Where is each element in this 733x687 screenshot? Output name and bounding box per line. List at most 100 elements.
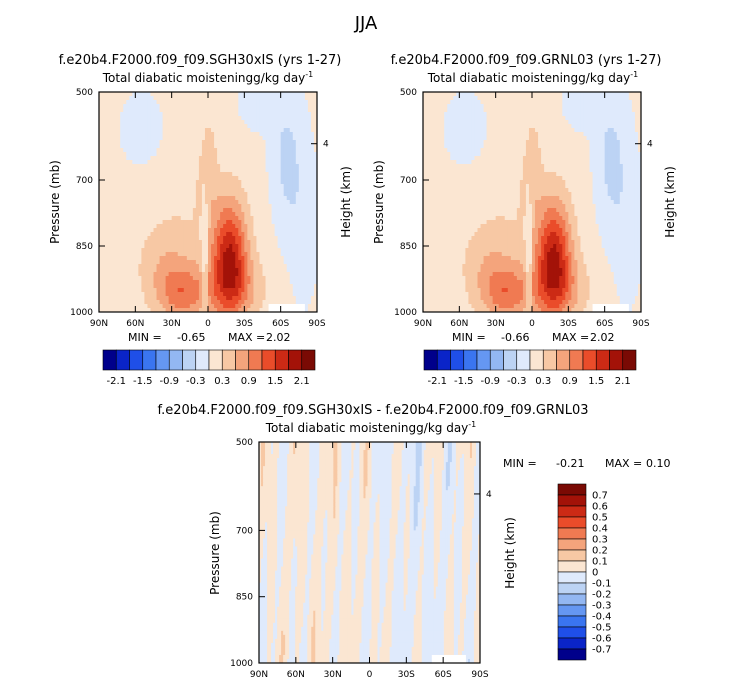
heatmap-cell [295,268,300,273]
heatmap-cell [637,124,642,129]
heatmap-cell [304,100,309,105]
heatmap-cell [168,192,173,197]
heatmap-cell [165,276,170,281]
heatmap-cell [138,204,142,209]
heatmap-cell [271,160,276,165]
heatmap-cell [280,296,285,301]
heatmap-cell [280,220,285,225]
heatmap-cell [538,104,542,109]
heatmap-cell [117,136,121,141]
heatmap-cell [162,156,167,161]
heatmap-cell [483,116,488,121]
heatmap-cell [289,164,294,169]
heatmap-cell [226,308,230,313]
heatmap-cell [241,244,245,249]
heatmap-cell [111,172,115,177]
heatmap-cell [516,112,521,117]
heatmap-cell [298,236,303,241]
heatmap-cell [253,132,257,137]
panel-a-colorbar: -2.1 -1.5 -0.9 -0.3 0.3 0.9 1.5 2.1 [102,349,316,387]
heatmap-cell [271,188,276,193]
heatmap-cell [238,136,242,141]
heatmap-cell [489,116,494,121]
heatmap-cell [283,192,288,197]
heatmap-cell [271,292,276,297]
heatmap-cell [99,144,103,149]
heatmap-cell [126,184,130,189]
heatmap-cell [504,124,509,129]
heatmap-cell [265,176,270,181]
heatmap-cell [304,220,309,225]
heatmap-cell [495,124,500,129]
heatmap-cell [214,284,218,289]
heatmap-cell [165,284,170,289]
heatmap-cell [232,216,236,221]
heatmap-cell [589,132,594,137]
heatmap-cell [183,96,188,101]
heatmap-cell [177,304,182,309]
heatmap-cell [298,152,303,157]
heatmap-cell [459,96,463,101]
heatmap-cell [126,116,130,121]
heatmap-cell [265,220,270,225]
heatmap-cell [102,168,106,173]
heatmap-cell [153,120,158,125]
heatmap-cell [217,124,221,129]
heatmap-cell [99,132,103,137]
heatmap-cell [238,300,242,305]
heatmap-cell [117,120,121,125]
heatmap-cell [171,220,176,225]
heatmap-cell [265,140,270,145]
heatmap-cell [153,284,158,289]
heatmap-cell [135,108,139,113]
heatmap-cell [132,100,136,105]
heatmap-cell [277,252,282,257]
heatmap-cell [525,104,530,109]
heatmap-cell [108,252,112,257]
heatmap-cell [204,252,209,257]
heatmap-cell [283,152,288,157]
heatmap-cell [304,132,309,137]
heatmap-cell [117,236,121,241]
heatmap-cell [189,216,194,221]
heatmap-cell [265,152,270,157]
heatmap-cell [201,296,206,301]
heatmap-cell [99,196,103,201]
heatmap-cell [201,264,206,269]
heatmap-cell [565,92,569,97]
heatmap-cell [550,136,554,141]
heatmap-cell [262,156,267,161]
heatmap-cell [102,220,106,225]
heatmap-cell [177,292,182,297]
heatmap-cell [123,308,127,313]
heatmap-cell [159,128,164,133]
heatmap-cell [180,100,185,105]
heatmap-cell [628,136,633,141]
heatmap-cell [171,124,176,129]
heatmap-cell [429,140,433,145]
heatmap-cell [165,100,170,105]
heatmap-cell [426,124,430,129]
heatmap-cell [211,264,215,269]
heatmap-cell [453,100,457,105]
heatmap-cell [220,300,224,305]
heatmap-cell [141,196,145,201]
heatmap-cell [114,200,118,205]
heatmap-cell [456,120,460,125]
heatmap-cell [138,224,142,229]
heatmap-cell [256,164,260,169]
heatmap-cell [247,264,251,269]
heatmap-cell [111,200,115,205]
heatmap-cell [180,272,185,277]
heatmap-cell [637,116,642,121]
heatmap-cell [201,220,206,225]
heatmap-cell [262,228,267,233]
heatmap-cell [310,224,315,229]
heatmap-cell [450,92,454,97]
heatmap-cell [186,308,191,313]
heatmap-cell [217,280,221,285]
heatmap-cell [607,136,612,141]
heatmap-cell [201,124,206,129]
heatmap-cell [535,128,539,133]
panel-a-subtitle-exp: -1 [305,70,313,79]
